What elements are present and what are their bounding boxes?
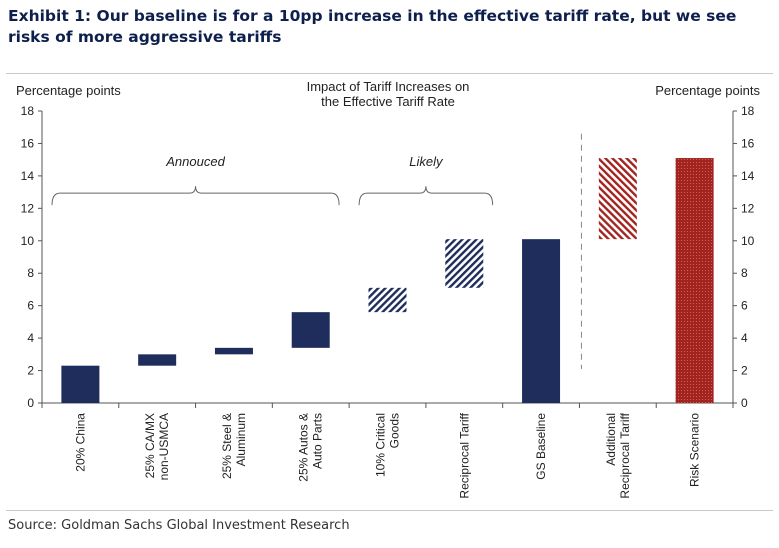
y-tick-label-left: 4 xyxy=(27,331,34,345)
group-bracket xyxy=(51,186,340,206)
group-label: Likely xyxy=(409,154,444,169)
bar-reciprocal-tariff xyxy=(445,239,484,288)
y-tick-label-right: 6 xyxy=(741,299,748,313)
bar-25-steel-aluminum xyxy=(214,347,253,355)
x-tick-label: 25% Autos &Auto Parts xyxy=(297,413,325,482)
group-bracket xyxy=(358,186,494,206)
y-tick-label-right: 16 xyxy=(741,136,755,150)
y-tick-label-left: 6 xyxy=(27,299,34,313)
bar-25-autos-auto-parts xyxy=(291,312,330,348)
y-tick-label-right: 12 xyxy=(741,201,755,215)
y-tick-label-right: 18 xyxy=(741,104,755,118)
y-tick-label-left: 8 xyxy=(27,266,34,280)
x-tick-label: 10% CriticalGoods xyxy=(374,413,402,477)
source-note: Source: Goldman Sachs Global Investment … xyxy=(8,518,350,533)
x-tick-label: GS Baseline xyxy=(534,413,548,480)
bars xyxy=(61,158,714,403)
y-tick-label-right: 4 xyxy=(741,331,748,345)
chart-title-line: Impact of Tariff Increases on xyxy=(307,79,470,94)
y-tick-label-left: 16 xyxy=(21,136,35,150)
group-label: Annouced xyxy=(165,154,225,169)
exhibit-title: Exhibit 1: Our baseline is for a 10pp in… xyxy=(8,7,737,46)
x-tick-label: 25% CA/MXnon-USMCA xyxy=(143,413,171,480)
y-tick-label-left: 0 xyxy=(27,396,34,410)
y-tick-label-right: 10 xyxy=(741,234,755,248)
x-tick-label: Reciprocal Tariff xyxy=(457,412,471,498)
y-tick-label-left: 10 xyxy=(21,234,35,248)
x-tick-label: 25% Steel &Aluminum xyxy=(220,413,248,479)
bar-risk-scenario xyxy=(675,158,714,403)
y-tick-label-right: 14 xyxy=(741,169,755,183)
y-tick-label-left: 12 xyxy=(21,201,35,215)
y-tick-label-left: 18 xyxy=(21,104,35,118)
y-tick-label-left: 2 xyxy=(27,364,34,378)
y-tick-label-right: 8 xyxy=(741,266,748,280)
group-brackets: Annouced Likely xyxy=(51,154,494,206)
bottom-rule xyxy=(6,510,773,511)
bar-gs-baseline xyxy=(522,239,561,403)
bar-additional-reciprocal-tariff xyxy=(598,158,637,240)
axes: 0 0 2 2 4 4 6 6 8 8 10 10 12 12 14 14 16 16 18 18 xyxy=(21,104,755,410)
x-tick-label: AdditionalReciprocal Tariff xyxy=(604,412,632,498)
chart-title-line: the Effective Tariff Rate xyxy=(321,94,455,109)
y-tick-label-right: 0 xyxy=(741,396,748,410)
x-tick-label: 20% China xyxy=(73,413,87,472)
top-rule xyxy=(6,73,773,74)
bar-10-critical-goods xyxy=(368,287,407,313)
y-tick-label-left: 14 xyxy=(21,169,35,183)
y-axis-label-left: Percentage points xyxy=(16,83,121,98)
bar-20-china xyxy=(61,365,100,403)
y-axis-label-right: Percentage points xyxy=(655,83,760,98)
x-tick-label: Risk Scenario xyxy=(688,413,702,487)
bar-25-ca-mx-non-usmca xyxy=(138,354,177,366)
x-tick-labels: 20% China 25% CA/MXnon-USMCA 25% Steel &Al… xyxy=(73,412,701,498)
y-tick-label-right: 2 xyxy=(741,364,748,378)
